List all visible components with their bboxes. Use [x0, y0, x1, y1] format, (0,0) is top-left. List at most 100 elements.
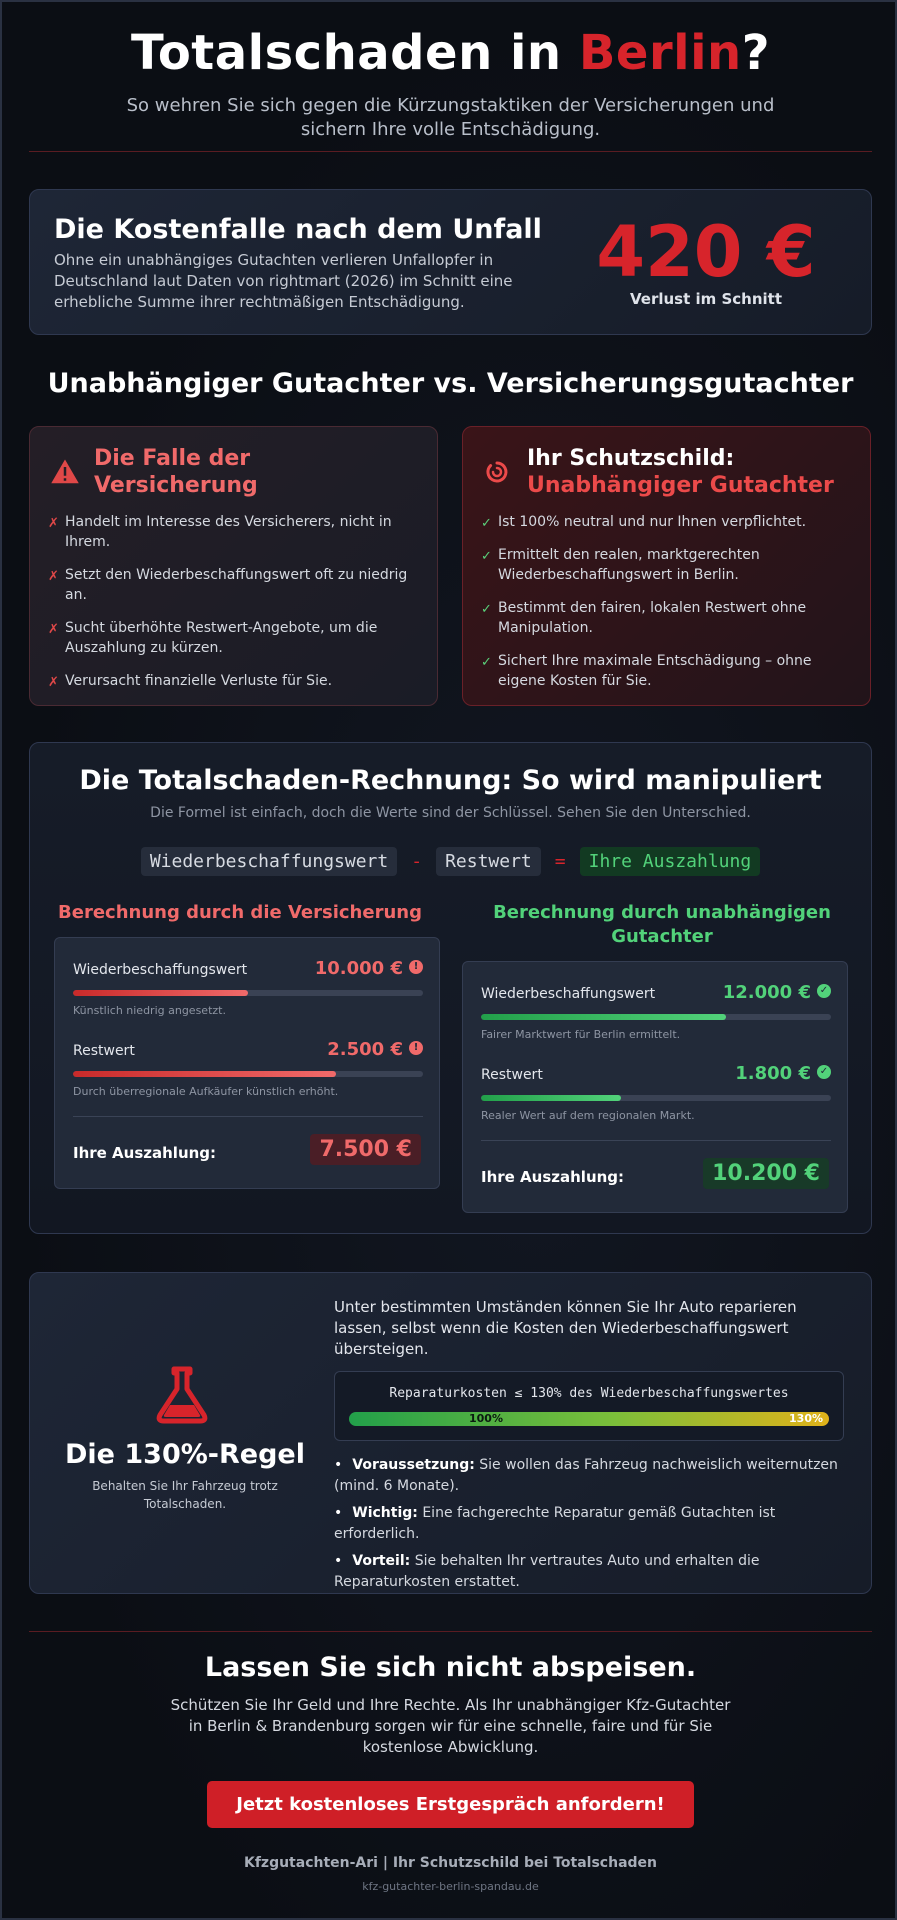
calculation-card: Die Totalschaden-Rechnung: So wird manip…	[29, 742, 872, 1234]
insurer-calc-title: Berechnung durch die Versicherung	[58, 902, 422, 923]
footer-url[interactable]: kfz-gutachter-berlin-spandau.de	[362, 1880, 539, 1893]
formula-equals: =	[554, 851, 566, 872]
list-item-text: Ist 100% neutral und nur Ihnen verpflich…	[498, 514, 807, 530]
independent-shield-title: Ihr Schutzschild: Unabhängiger Gutachter	[527, 445, 834, 499]
independent-shield-card: Ihr Schutzschild: Unabhängiger Gutachter …	[462, 426, 871, 706]
scale-left-label: 100%	[469, 1412, 503, 1425]
list-item: ✓ Bestimmt den fairen, lokalen Restwert o…	[481, 598, 861, 638]
shield-title-line2: Unabhängiger Gutachter	[527, 473, 834, 498]
calc-row-value: 1.800 € ✓	[735, 1063, 831, 1084]
bullet-bold: Vorteil:	[352, 1553, 411, 1569]
cost-trap-card: Die Kostenfalle nach dem Unfall Ohne ein…	[29, 189, 872, 335]
calc-row-value: 2.500 €!	[327, 1039, 423, 1060]
loss-amount-label: Verlust im Schnitt	[629, 290, 783, 308]
alert-circle-icon: !	[409, 960, 423, 974]
title-suffix: ?	[741, 25, 771, 81]
list-item-text: Handelt im Interesse des Versicherers, n…	[65, 514, 392, 550]
footer-brand: Kfzgutachten-Ari | Ihr Schutzschild bei …	[243, 1855, 657, 1871]
insurer-trap-title: Die Falle der Versicherung	[94, 446, 258, 498]
list-item: ✓ Ermittelt den realen, marktgerechten Wi…	[481, 545, 861, 585]
cross-icon: ✗	[48, 516, 59, 531]
calc-row-note: Fairer Marktwert für Berlin ermittelt.	[481, 1028, 681, 1041]
rule-130-subtitle: Behalten Sie Ihr Fahrzeug trotz Totalsch…	[92, 1479, 278, 1511]
payout-value: 10.200 €	[703, 1158, 829, 1189]
independent-calc-title: Berechnung durch unabhängigen Gutachter	[493, 902, 831, 947]
cost-trap-title: Die Kostenfalle nach dem Unfall	[54, 214, 542, 245]
list-item: ✗ Handelt im Interesse des Versicherers, …	[48, 512, 428, 552]
scale-right-label: 130%	[789, 1412, 823, 1425]
value-bar	[481, 1014, 831, 1020]
cross-icon: ✗	[48, 622, 59, 637]
cta-divider	[29, 1631, 872, 1632]
list-item: ✓ Sichert Ihre maximale Entschädigung – o…	[481, 651, 861, 691]
title-accent: Berlin	[578, 25, 742, 81]
value-bar	[481, 1095, 831, 1101]
warning-icon	[51, 459, 79, 484]
flask-icon	[156, 1366, 208, 1424]
calc-row-note: Durch überregionale Aufkäufer künstlich …	[73, 1085, 339, 1098]
check-circle-icon: ✓	[817, 984, 831, 998]
calc-row-label: Restwert	[73, 1043, 135, 1059]
check-icon: ✓	[481, 655, 492, 670]
cross-icon: ✗	[48, 675, 59, 690]
calc-row-value: 12.000 € ✓	[723, 982, 831, 1003]
cost-trap-description: Ohne ein unabhängiges Gutachten verliere…	[54, 251, 513, 311]
value-bar-fill	[481, 1014, 726, 1020]
list-item-text: Setzt den Wiederbeschaffungswert oft zu …	[65, 567, 408, 603]
value-bar	[73, 1071, 423, 1077]
rule-130-scale: Reparaturkosten ≤ 130% des Wiederbeschaf…	[334, 1371, 844, 1441]
cross-icon: ✗	[48, 569, 59, 584]
check-icon: ✓	[481, 549, 492, 564]
bullet-bold: Voraussetzung:	[352, 1457, 475, 1473]
request-consultation-button[interactable]: Jetzt kostenloses Erstgespräch anfordern…	[207, 1781, 694, 1828]
list-item-text: Bestimmt den fairen, lokalen Restwert oh…	[498, 600, 807, 636]
formula: Wiederbeschaffungswert - Restwert = Ihre Aus…	[30, 847, 871, 876]
list-item: • Wichtig: Eine fachgerechte Reparatur ge…	[334, 1503, 854, 1545]
bullet-text: Sie behalten Ihr vertrautes Auto und erh…	[334, 1553, 760, 1590]
page-subtitle: So wehren Sie sich gegen die Kürzungstak…	[126, 95, 775, 140]
calc-divider	[73, 1116, 423, 1117]
scale-caption: Reparaturkosten ≤ 130% des Wiederbeschaf…	[389, 1386, 789, 1401]
insurer-calc-panel: Wiederbeschaffungswert 10.000 €! Künstli…	[54, 937, 440, 1189]
list-item: ✗ Verursacht finanzielle Verluste für Sie…	[48, 671, 428, 691]
calc-row-label: Wiederbeschaffungswert	[481, 986, 656, 1002]
rule-130-card: Die 130%-Regel Behalten Sie Ihr Fahrzeug…	[29, 1272, 872, 1594]
bullet-icon: •	[334, 1457, 343, 1473]
shield-title-line1: Ihr Schutzschild:	[527, 446, 735, 471]
alert-circle-icon: !	[409, 1041, 423, 1055]
calc-row-value: 10.000 €!	[315, 958, 423, 979]
scale-gradient-bar: 100% 130%	[349, 1412, 829, 1426]
page-title: Totalschaden in Berlin?	[2, 24, 897, 82]
list-item-text: Verursacht finanzielle Verluste für Sie.	[65, 673, 333, 689]
check-icon: ✓	[481, 602, 492, 617]
calc-value-text: 10.000 €	[314, 958, 403, 979]
value-bar-fill	[73, 1071, 336, 1077]
check-icon: ✓	[481, 516, 492, 531]
formula-minus: -	[411, 851, 423, 872]
list-item: ✗ Sucht überhöhte Restwert-Angebote, um d…	[48, 618, 428, 658]
shield-icon	[486, 461, 508, 483]
value-bar-fill	[481, 1095, 621, 1101]
bullet-icon: •	[334, 1553, 343, 1569]
formula-term-residual-value: Restwert	[436, 847, 541, 876]
rule-130-title: Die 130%-Regel	[65, 1439, 305, 1470]
bullet-text: Eine fachgerechte Reparatur gemäß Gutach…	[334, 1505, 776, 1542]
calc-row-note: Realer Wert auf dem regionalen Markt.	[481, 1109, 695, 1122]
calculation-title: Die Totalschaden-Rechnung: So wird manip…	[79, 765, 822, 796]
payout-label: Ihre Auszahlung:	[481, 1168, 625, 1186]
payout-label: Ihre Auszahlung:	[73, 1144, 217, 1162]
calc-value-text: 2.500 €	[327, 1039, 403, 1060]
list-item: • Vorteil: Sie behalten Ihr vertrautes Au…	[334, 1551, 854, 1593]
cta-text: Schützen Sie Ihr Geld und Ihre Rechte. A…	[170, 1696, 731, 1756]
title-text: Totalschaden in	[130, 25, 579, 81]
calc-value-text: 1.800 €	[735, 1063, 811, 1084]
list-item-text: Ermittelt den realen, marktgerechten Wie…	[498, 547, 760, 583]
cta-title: Lassen Sie sich nicht abspeisen.	[204, 1652, 697, 1683]
list-item-text: Sichert Ihre maximale Entschädigung – oh…	[498, 653, 812, 689]
independent-shield-list: ✓ Ist 100% neutral und nur Ihnen verpflic…	[481, 512, 861, 704]
bullet-text: Sie wollen das Fahrzeug nachweislich wei…	[334, 1457, 838, 1494]
check-circle-icon: ✓	[817, 1065, 831, 1079]
page-header: Totalschaden in Berlin? So wehren Sie si…	[2, 24, 897, 142]
calc-value-text: 12.000 €	[722, 982, 811, 1003]
